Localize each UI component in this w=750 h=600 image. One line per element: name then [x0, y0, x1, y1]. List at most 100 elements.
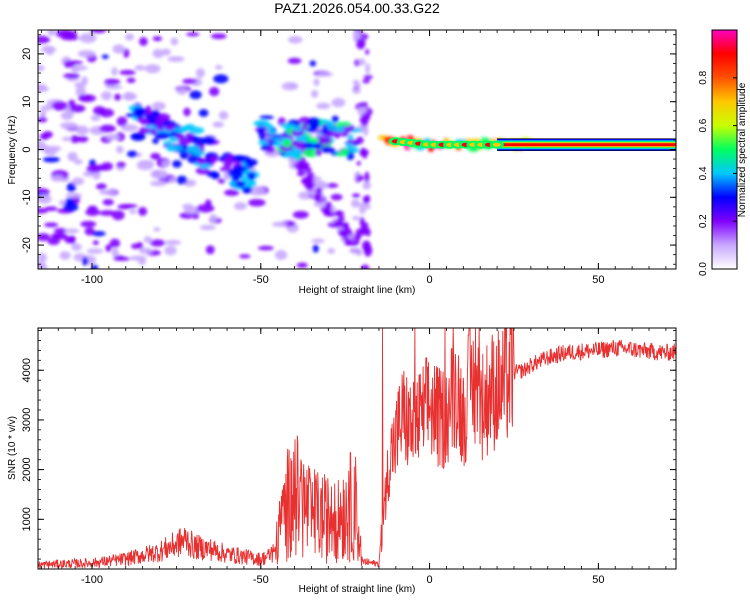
heatmap-blob	[100, 91, 112, 101]
heatmap-blob	[182, 78, 197, 84]
heatmap-blob	[253, 120, 270, 127]
heatmap-blob	[133, 109, 145, 119]
heatmap-blob	[143, 236, 153, 244]
heatmap-blob	[364, 171, 370, 184]
heatmap-blob	[196, 204, 215, 213]
heatmap-blob	[38, 252, 47, 263]
heatmap-blob	[176, 87, 188, 95]
heatmap-blob	[61, 136, 72, 142]
heatmap-blob	[197, 158, 208, 165]
heatmap-blob	[313, 193, 323, 201]
heatmap-blob	[76, 135, 89, 143]
heatmap-blob	[179, 151, 189, 160]
y-tick-label: 2000	[21, 457, 33, 481]
heatmap-blob	[82, 256, 89, 266]
colorbar-tick-label: 0.6	[698, 118, 709, 132]
heatmap-blob	[38, 233, 51, 242]
heatmap-blob	[183, 107, 191, 117]
heatmap-blob	[232, 154, 246, 162]
heatmap-blob	[303, 142, 314, 148]
heatmap-blob	[91, 230, 106, 237]
snr-ticks: -100 -50 0 50 1000 2000 3000 4000	[21, 328, 676, 586]
snr-series-line	[38, 328, 676, 569]
heatmap-blob	[38, 194, 52, 204]
heatmap-blob	[139, 247, 153, 255]
heatmap-blob	[323, 210, 333, 217]
heatmap-blob	[185, 132, 194, 138]
heatmap-blob	[280, 123, 293, 128]
heatmap-blob	[38, 83, 47, 91]
heatmap-blob	[150, 128, 157, 135]
heatmap-blob	[352, 79, 360, 85]
heatmap-blob	[64, 228, 80, 234]
heatmap-blob	[164, 239, 182, 246]
heatmap-blob	[320, 146, 335, 153]
heatmap-blob	[306, 172, 315, 178]
heatmap-blob	[238, 254, 251, 259]
heatmap-blob	[61, 36, 79, 41]
heatmap-blob	[60, 122, 78, 130]
heatmap-blob	[153, 227, 161, 232]
heatmap-blob	[126, 77, 136, 83]
heatmap-blob	[156, 126, 164, 132]
y-tick-label: -20	[21, 237, 33, 253]
heatmap-blob	[365, 62, 371, 75]
heatmap-blob	[105, 244, 112, 252]
heatmap-blob	[112, 44, 126, 54]
snr-y-axis-title: SNR (10 * v/v)	[7, 416, 18, 480]
heatmap-blob	[307, 137, 322, 143]
heatmap-blob	[346, 139, 358, 144]
heatmap-blob	[352, 87, 361, 94]
heatmap-blob	[152, 48, 164, 59]
heatmap-blob	[362, 181, 371, 190]
heatmap-blob	[152, 36, 163, 42]
heatmap-blob	[149, 239, 166, 247]
x-tick-label: 50	[592, 574, 604, 586]
heatmap-blob	[199, 164, 211, 169]
heatmap-blob	[67, 151, 78, 162]
heatmap-blob	[267, 130, 277, 135]
heatmap-blob	[202, 135, 216, 145]
heatmap-blob	[209, 214, 218, 224]
heatmap-blob	[105, 84, 123, 90]
heatmap-blob	[98, 108, 115, 118]
heatmap-blob	[173, 127, 188, 133]
spectrogram-y-axis-title: Frequency (Hz)	[7, 116, 18, 185]
heatmap-blob	[247, 171, 256, 181]
heatmap-blob	[86, 165, 102, 173]
heatmap-blob	[340, 148, 349, 155]
heatmap-blob	[365, 48, 370, 55]
heatmap-blob	[218, 111, 229, 120]
heatmap-blob	[144, 113, 154, 119]
heatmap-blob	[89, 30, 107, 34]
heatmap-blob	[144, 64, 161, 74]
heatmap-blob	[75, 86, 86, 97]
heatmap-blob	[359, 202, 366, 215]
y-tick-label: 4000	[21, 358, 33, 382]
heatmap-blob	[362, 79, 370, 84]
heatmap-blob	[246, 180, 256, 188]
x-tick-label: 0	[427, 574, 433, 586]
heatmap-blob	[359, 149, 370, 156]
x-tick-label: -50	[253, 274, 269, 286]
heatmap-blob	[282, 138, 291, 148]
heatmap-blob	[326, 131, 334, 138]
heatmap-blob	[298, 161, 310, 169]
x-tick-label: 50	[592, 274, 604, 286]
heatmap-blob	[195, 68, 205, 78]
heatmap-blob	[345, 227, 352, 236]
heatmap-blob	[304, 181, 316, 189]
heatmap-blob	[296, 262, 308, 269]
heatmap-blob	[361, 240, 371, 252]
heatmap-blob	[136, 117, 148, 123]
y-tick-label: -10	[21, 189, 33, 205]
heatmap-blob	[104, 78, 121, 86]
heatmap-blob	[347, 234, 355, 240]
y-tick-label: 1000	[21, 507, 33, 531]
colorbar-tick-label: 0.8	[698, 70, 709, 84]
heatmap-blob	[195, 166, 210, 175]
heatmap-blob	[217, 178, 226, 184]
heatmap-blob	[68, 235, 76, 245]
